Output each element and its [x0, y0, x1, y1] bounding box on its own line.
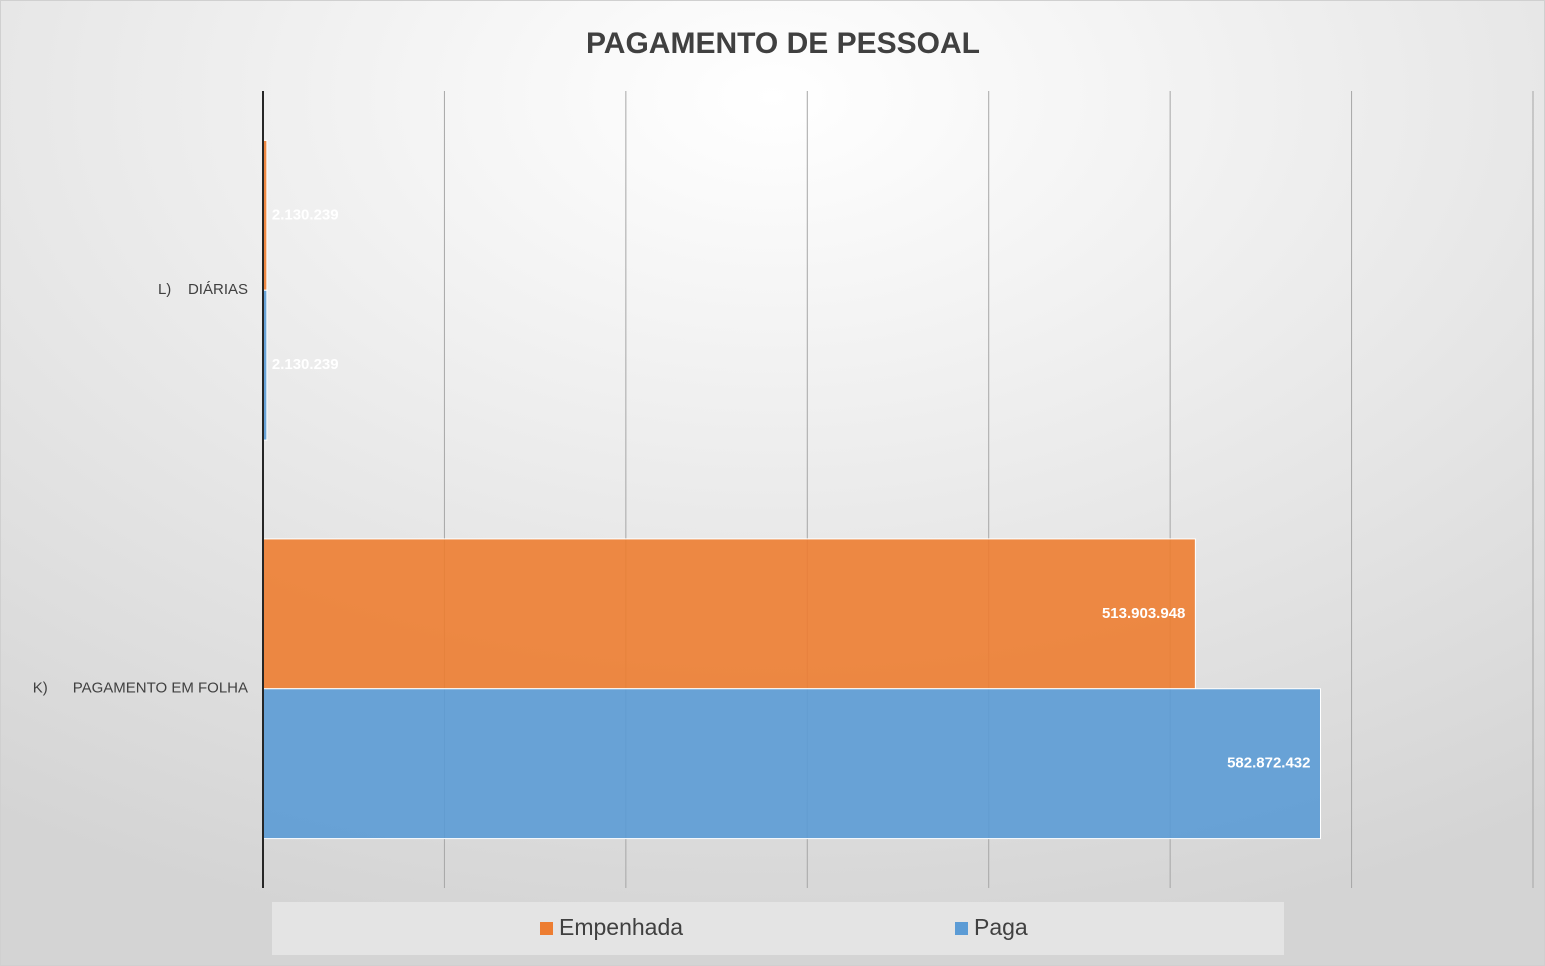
legend-label: Paga — [974, 914, 1028, 940]
value-label: 513.903.948 — [1102, 605, 1185, 622]
legend-swatch — [540, 922, 553, 935]
bar — [262, 538, 1196, 690]
category-label: K) PAGAMENTO EM FOLHA — [33, 680, 248, 697]
value-label: 2.130.239 — [272, 356, 339, 373]
chart-title: PAGAMENTO DE PESSOAL — [586, 27, 980, 60]
category-label: L) DIÁRIAS — [158, 281, 248, 298]
legend-box — [272, 902, 1284, 955]
legend-label: Empenhada — [559, 914, 683, 940]
bar — [262, 688, 1321, 840]
value-label: 2.130.239 — [272, 206, 339, 223]
value-label: 582.872.432 — [1227, 755, 1310, 772]
legend-swatch — [955, 922, 968, 935]
